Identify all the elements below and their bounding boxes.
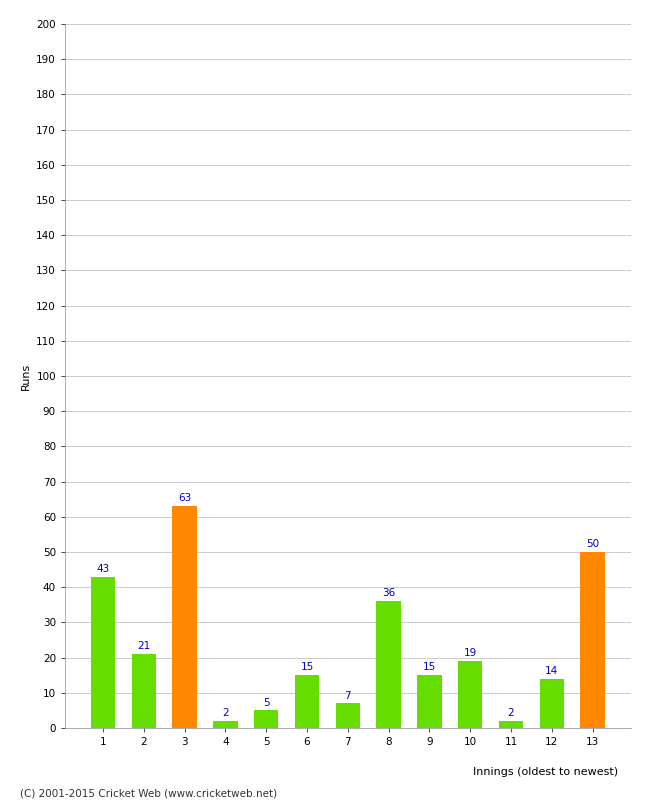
- Bar: [172, 506, 197, 728]
- Text: (C) 2001-2015 Cricket Web (www.cricketweb.net): (C) 2001-2015 Cricket Web (www.cricketwe…: [20, 788, 277, 798]
- Text: 15: 15: [300, 662, 313, 672]
- Bar: [91, 577, 115, 728]
- Text: 14: 14: [545, 666, 558, 676]
- Bar: [417, 675, 441, 728]
- Text: 36: 36: [382, 589, 395, 598]
- Text: 7: 7: [344, 690, 351, 701]
- Bar: [499, 721, 523, 728]
- Text: 19: 19: [463, 648, 477, 658]
- X-axis label: Innings (oldest to newest): Innings (oldest to newest): [473, 766, 618, 777]
- Bar: [580, 552, 605, 728]
- Bar: [540, 678, 564, 728]
- Text: 21: 21: [137, 642, 150, 651]
- Bar: [294, 675, 319, 728]
- Bar: [335, 703, 360, 728]
- Text: 63: 63: [178, 494, 191, 503]
- Bar: [131, 654, 156, 728]
- Bar: [458, 661, 482, 728]
- Bar: [254, 710, 278, 728]
- Text: 15: 15: [422, 662, 436, 672]
- Text: 5: 5: [263, 698, 270, 707]
- Text: 2: 2: [508, 708, 514, 718]
- Y-axis label: Runs: Runs: [21, 362, 31, 390]
- Bar: [213, 721, 238, 728]
- Text: 50: 50: [586, 539, 599, 549]
- Bar: [376, 602, 401, 728]
- Text: 43: 43: [96, 564, 110, 574]
- Text: 2: 2: [222, 708, 229, 718]
